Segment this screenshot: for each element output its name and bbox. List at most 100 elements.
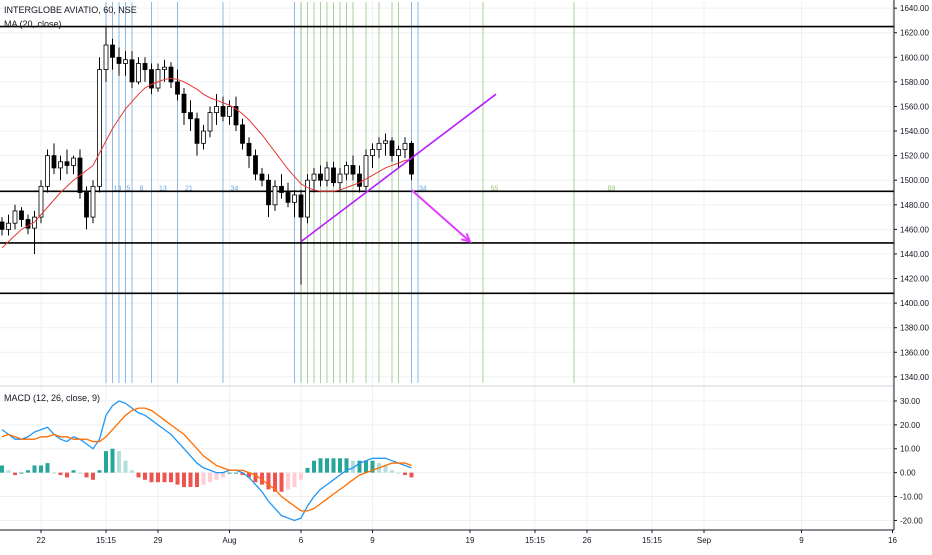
fib-count-label: 5 bbox=[127, 185, 131, 192]
candle-body bbox=[110, 44, 115, 58]
macd-axis-label: -10.00 bbox=[900, 493, 923, 502]
macd-histogram-bar bbox=[97, 470, 102, 473]
price-axis-label: 1480.00 bbox=[900, 201, 929, 210]
macd-axis-label: 20.00 bbox=[900, 421, 921, 430]
candle-body bbox=[19, 210, 24, 220]
macd-histogram-bar bbox=[253, 472, 258, 483]
candle-body bbox=[149, 69, 154, 89]
candle-body bbox=[214, 106, 219, 114]
macd-histogram-bar bbox=[0, 465, 4, 473]
macd-histogram-bar bbox=[58, 472, 63, 476]
fib-count-label: 89 bbox=[608, 185, 616, 192]
macd-histogram-bar bbox=[403, 472, 407, 476]
candle-body bbox=[25, 219, 31, 229]
macd-histogram-bar bbox=[351, 460, 355, 473]
macd-histogram-bar bbox=[390, 470, 394, 473]
macd-histogram-bar bbox=[19, 472, 24, 474]
price-axis-label: 1360.00 bbox=[900, 348, 929, 357]
candle-body bbox=[396, 149, 401, 157]
candle-body bbox=[129, 59, 135, 83]
fib-count-label: 21 bbox=[185, 185, 193, 192]
candle-body bbox=[285, 192, 291, 203]
macd-histogram-bar bbox=[344, 458, 349, 473]
price-axis-label: 1400.00 bbox=[900, 299, 929, 308]
fib-count-label: 13 bbox=[114, 185, 122, 192]
candle-body bbox=[6, 222, 11, 230]
candle-body bbox=[272, 185, 278, 206]
ma-legend[interactable]: MA (20, close) bbox=[4, 19, 66, 29]
macd-histogram-bar bbox=[338, 458, 342, 473]
macd-histogram-bar bbox=[214, 472, 219, 480]
macd-histogram-bar bbox=[331, 458, 336, 473]
candle-body bbox=[90, 185, 96, 218]
macd-histogram-bar bbox=[52, 472, 56, 474]
macd-histogram-bar bbox=[32, 465, 37, 473]
candle-body bbox=[103, 44, 109, 70]
candle-body bbox=[155, 69, 161, 89]
candle-body bbox=[227, 106, 232, 117]
candle-body bbox=[402, 142, 408, 150]
candle-body bbox=[64, 161, 70, 166]
symbol-title: INTERGLOBE AVIATIO, 60, NSE bbox=[4, 5, 137, 15]
macd-axis-label: -20.00 bbox=[900, 516, 923, 525]
symbol-legend[interactable]: INTERGLOBE AVIATIO, 60, NSE bbox=[4, 5, 141, 15]
candle-body bbox=[220, 106, 226, 117]
candle-body bbox=[253, 155, 258, 175]
macd-histogram-bar bbox=[279, 472, 284, 492]
macd-histogram-bar bbox=[175, 472, 180, 485]
macd-histogram-bar bbox=[312, 460, 316, 473]
macd-histogram-bar bbox=[305, 467, 310, 473]
time-axis-label: 9 bbox=[799, 536, 804, 545]
time-axis-label: Sep bbox=[697, 536, 712, 545]
time-axis-label: 22 bbox=[37, 536, 46, 545]
candle-body bbox=[181, 93, 187, 114]
price-axis-label: 1420.00 bbox=[900, 275, 929, 284]
macd-histogram-bar bbox=[84, 472, 89, 478]
macd-histogram-bar bbox=[364, 460, 368, 473]
macd-histogram-bar bbox=[383, 465, 388, 473]
time-axis-label: Aug bbox=[222, 536, 236, 545]
macd-histogram-bar bbox=[227, 472, 232, 474]
candle-body bbox=[207, 112, 213, 132]
macd-histogram-bar bbox=[13, 472, 17, 476]
macd-histogram-bar bbox=[182, 472, 186, 487]
macd-histogram-bar bbox=[299, 472, 303, 480]
macd-histogram-bar bbox=[292, 472, 297, 487]
signal-line bbox=[1, 407, 412, 512]
macd-label: MACD (12, 26, close, 9) bbox=[4, 393, 101, 403]
macd-histogram-bar bbox=[273, 472, 277, 492]
macd-legend[interactable]: MACD (12, 26, close, 9) bbox=[4, 393, 104, 403]
candle-body bbox=[38, 185, 44, 218]
price-axis-label: 1540.00 bbox=[900, 127, 929, 136]
candle-body bbox=[259, 173, 265, 181]
fib-count-label: 13 bbox=[159, 185, 167, 192]
time-axis-label: 15:15 bbox=[96, 536, 117, 545]
candle-body bbox=[175, 81, 180, 95]
fib-count-label: 34 bbox=[231, 185, 239, 192]
candle-body bbox=[298, 194, 304, 218]
candle-body bbox=[45, 155, 50, 187]
macd-histogram-bar bbox=[318, 458, 323, 473]
macd-histogram-bar bbox=[71, 470, 76, 473]
price-axis-label: 1500.00 bbox=[900, 176, 929, 185]
macd-histogram-bar bbox=[409, 472, 414, 478]
macd-histogram-bar bbox=[357, 460, 362, 473]
candle-body bbox=[168, 66, 174, 83]
candle-body bbox=[350, 165, 356, 175]
fib-count-label: 8 bbox=[140, 185, 144, 192]
macd-axis-label: 10.00 bbox=[900, 445, 921, 454]
candle-body bbox=[246, 142, 252, 157]
candle-body bbox=[324, 167, 330, 181]
macd-histogram-bar bbox=[162, 472, 167, 483]
candle-body bbox=[194, 118, 200, 144]
price-axis-label: 1600.00 bbox=[900, 53, 929, 62]
candle-body bbox=[201, 130, 206, 144]
macd-histogram-bar bbox=[149, 472, 154, 483]
macd-histogram-bar bbox=[370, 460, 375, 473]
macd-histogram-bar bbox=[110, 448, 115, 473]
macd-histogram-bar bbox=[396, 472, 401, 474]
candle-body bbox=[344, 165, 349, 175]
